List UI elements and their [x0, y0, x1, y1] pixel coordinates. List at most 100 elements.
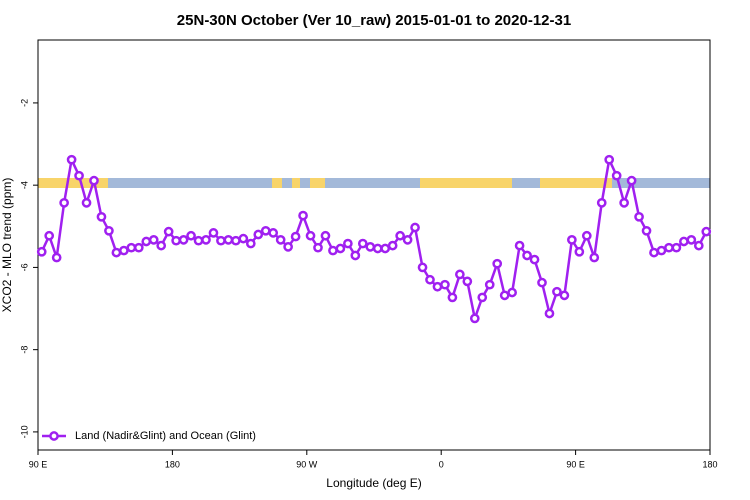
point	[469, 313, 480, 324]
point	[313, 242, 323, 253]
point	[671, 242, 682, 253]
point	[455, 269, 465, 280]
point	[320, 230, 331, 241]
point	[402, 235, 413, 245]
point	[664, 242, 674, 253]
point	[245, 238, 256, 249]
point	[567, 235, 577, 245]
point	[156, 240, 167, 251]
point	[492, 258, 503, 269]
land-band	[292, 178, 300, 188]
y-tick-label: -4	[19, 181, 29, 189]
point	[529, 254, 540, 265]
point	[499, 290, 510, 301]
point	[231, 235, 241, 246]
point	[626, 175, 637, 186]
point	[514, 240, 525, 251]
point	[51, 252, 62, 263]
chart-title: 25N-30N October (Ver 10_raw) 2015-01-01 …	[177, 12, 571, 29]
x-tick-label: 180	[165, 459, 180, 469]
point	[290, 231, 301, 242]
y-axis-label: XCO2 - MLO trend (ppm)	[0, 178, 14, 313]
point	[380, 243, 391, 254]
point	[611, 170, 622, 181]
point	[216, 235, 226, 246]
y-tick-label: -10	[19, 425, 29, 438]
point	[223, 235, 234, 245]
land-band	[420, 178, 512, 188]
point	[679, 236, 689, 247]
point	[656, 245, 667, 256]
ocean-band	[38, 178, 710, 188]
y-tick-label: -6	[19, 263, 29, 271]
point	[350, 250, 361, 261]
point	[36, 246, 47, 257]
point	[59, 197, 69, 208]
point	[649, 247, 659, 258]
point	[208, 228, 219, 238]
point	[484, 279, 495, 290]
point	[462, 276, 473, 287]
point	[387, 240, 398, 251]
point	[581, 230, 592, 241]
point	[253, 229, 264, 240]
point	[171, 235, 181, 246]
x-tick-label: 0	[439, 459, 444, 469]
land-ocean-band	[38, 178, 710, 188]
point	[686, 235, 697, 245]
y-tick-label: -8	[19, 346, 29, 354]
point	[589, 252, 600, 263]
point	[559, 290, 570, 301]
point	[178, 235, 189, 245]
point	[507, 287, 517, 298]
point	[186, 230, 196, 241]
point	[133, 242, 144, 253]
point	[335, 243, 346, 254]
point	[410, 222, 420, 233]
point	[260, 225, 271, 236]
x-axis-label: Longitude (deg E)	[326, 476, 421, 490]
point	[126, 242, 137, 253]
point	[275, 235, 286, 245]
point	[104, 225, 114, 236]
point	[89, 175, 99, 186]
legend-marker	[49, 431, 59, 441]
point	[238, 233, 249, 244]
point	[96, 211, 107, 222]
point	[395, 230, 405, 241]
point	[693, 240, 704, 251]
point	[119, 245, 129, 256]
point	[328, 245, 338, 256]
land-band	[310, 178, 325, 188]
point	[619, 197, 629, 208]
point	[305, 230, 316, 241]
point	[432, 281, 443, 292]
point	[372, 243, 383, 254]
plot-frame	[37, 39, 711, 451]
point	[440, 279, 450, 290]
land-band	[540, 178, 612, 188]
point	[44, 230, 55, 241]
point	[552, 286, 562, 297]
point	[193, 235, 204, 246]
point	[596, 197, 607, 208]
point	[365, 242, 376, 252]
x-tick-label: 90 W	[296, 459, 318, 469]
land-band	[272, 178, 282, 188]
point	[141, 236, 152, 247]
point	[298, 210, 308, 221]
y-tick-label: -2	[19, 99, 29, 107]
x-tick-label: 180	[702, 459, 717, 469]
point	[701, 226, 712, 237]
point	[201, 235, 211, 245]
point	[148, 235, 159, 245]
x-tick-label: 90 E	[566, 459, 585, 469]
point	[537, 277, 547, 288]
point	[604, 154, 615, 165]
point	[544, 308, 555, 319]
point	[111, 247, 122, 258]
point	[574, 246, 585, 257]
point	[417, 262, 428, 273]
point	[425, 274, 435, 285]
